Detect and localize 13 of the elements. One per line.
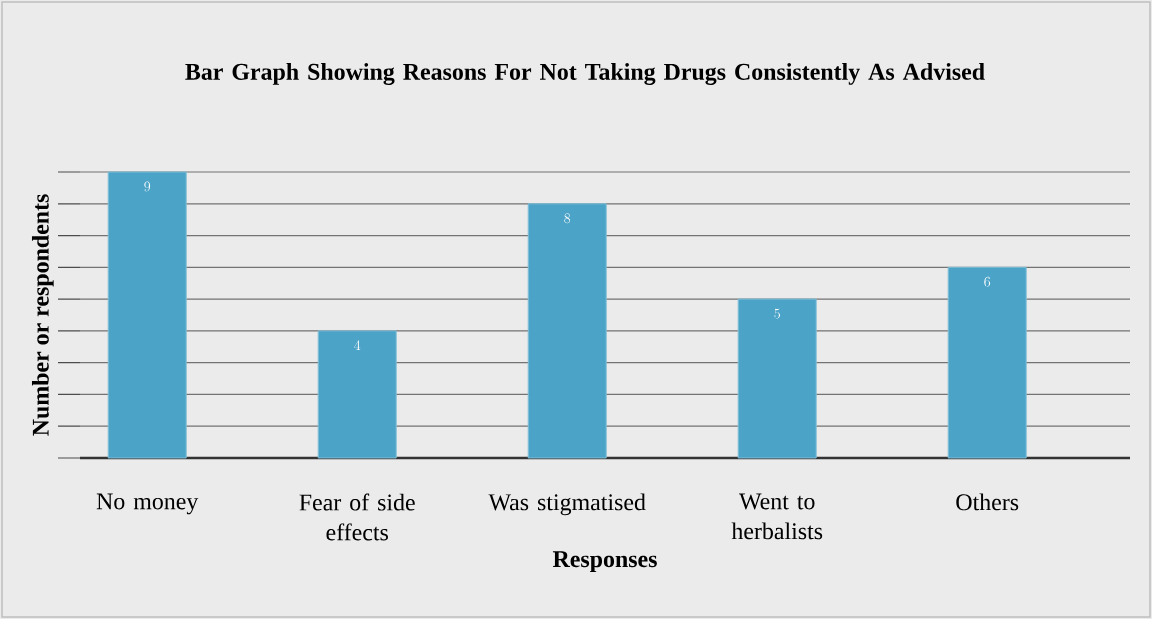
x-axis-title: Responses bbox=[552, 551, 657, 573]
data-label: 8 bbox=[564, 213, 571, 224]
x-tick-label: No money bbox=[96, 493, 199, 515]
data-label: 4 bbox=[354, 340, 361, 350]
chart-title: Bar Graph Showing Reasons For Not Taking Drugs Consistently As Advised bbox=[185, 63, 985, 85]
y-axis-title: Number or respondents bbox=[31, 194, 54, 436]
x-tick-label: Went to herbalists bbox=[731, 493, 823, 540]
x-tick-label: Was stigmatised bbox=[488, 493, 646, 516]
data-label: 5 bbox=[774, 308, 780, 319]
x-tick-label: Others bbox=[956, 493, 1019, 511]
x-tick-label: Fear of side effects bbox=[299, 493, 415, 541]
data-label: 6 bbox=[984, 276, 991, 287]
data-label: 9 bbox=[144, 181, 151, 192]
